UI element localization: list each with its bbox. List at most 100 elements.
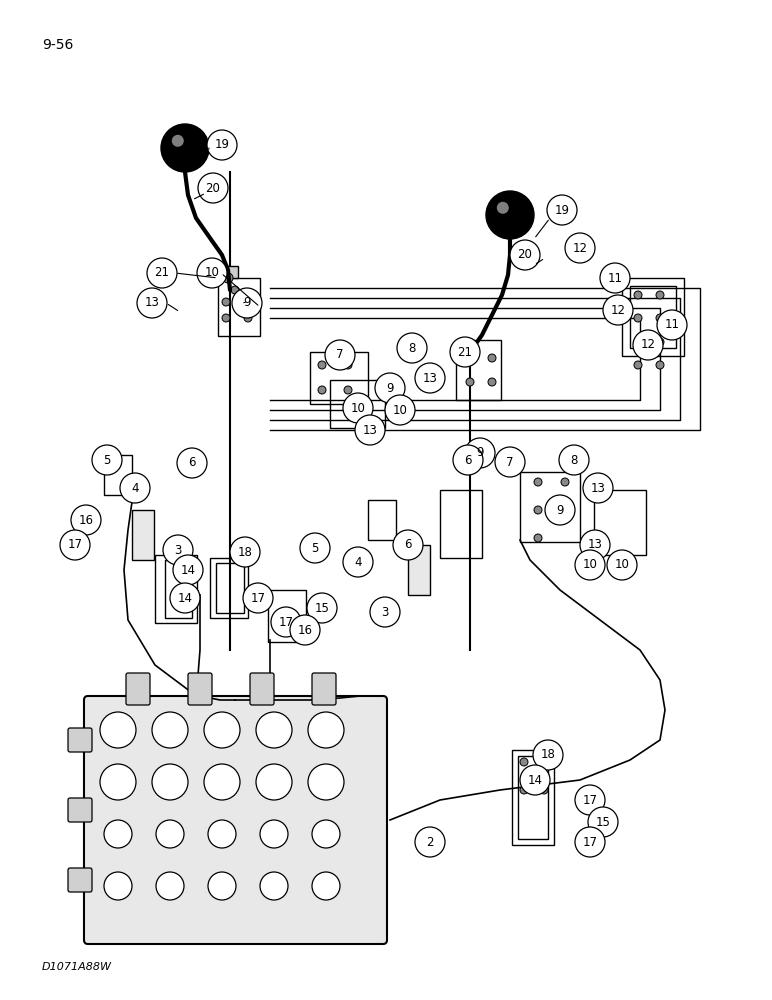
Circle shape [208,872,236,900]
Circle shape [520,786,528,794]
Text: 10: 10 [350,401,365,414]
Circle shape [520,765,550,795]
Circle shape [204,764,240,800]
Text: 10: 10 [205,266,219,279]
Circle shape [256,712,292,748]
Text: 17: 17 [250,591,266,604]
Text: 12: 12 [641,338,655,352]
Text: 8: 8 [571,454,577,466]
Text: 8: 8 [408,342,415,355]
Text: 4: 4 [354,556,362,568]
Circle shape [260,820,288,848]
Circle shape [633,330,663,360]
Circle shape [656,291,664,299]
Circle shape [137,288,167,318]
Circle shape [534,478,542,486]
Circle shape [325,340,355,370]
Text: 19: 19 [554,204,570,217]
Circle shape [634,314,642,322]
Circle shape [486,191,534,239]
Circle shape [231,286,239,294]
Text: D1071A88W: D1071A88W [42,962,112,972]
Circle shape [393,530,423,560]
Circle shape [545,495,575,525]
Circle shape [634,361,642,369]
Text: 9: 9 [557,504,564,516]
Text: 15: 15 [595,816,611,828]
Circle shape [656,338,664,346]
Circle shape [308,764,344,800]
Circle shape [355,415,385,445]
Circle shape [488,354,496,362]
Text: 11: 11 [665,318,679,332]
Circle shape [510,240,540,270]
Circle shape [207,130,237,160]
Circle shape [312,872,340,900]
Circle shape [466,354,474,362]
Circle shape [520,758,528,766]
FancyBboxPatch shape [250,673,274,705]
Circle shape [308,712,344,748]
Circle shape [656,361,664,369]
Circle shape [634,291,642,299]
Text: 6: 6 [405,538,411,552]
Circle shape [607,550,637,580]
Circle shape [300,533,330,563]
Circle shape [260,872,288,900]
Circle shape [318,361,326,369]
Circle shape [161,124,209,172]
Circle shape [565,233,595,263]
Circle shape [223,273,233,283]
Circle shape [173,555,203,585]
Circle shape [230,537,260,567]
Text: 17: 17 [67,538,83,552]
Text: 16: 16 [79,514,93,526]
Text: 9: 9 [386,381,394,394]
Text: 5: 5 [103,454,110,466]
Text: 21: 21 [154,266,170,279]
Circle shape [547,195,577,225]
Circle shape [534,534,542,542]
FancyBboxPatch shape [84,696,387,944]
Circle shape [147,258,177,288]
Circle shape [453,445,483,475]
Circle shape [244,298,252,306]
Text: 13: 13 [422,371,438,384]
Text: 20: 20 [517,248,533,261]
Text: 11: 11 [608,271,622,284]
Circle shape [575,550,605,580]
Circle shape [533,740,563,770]
Text: 2: 2 [426,836,434,848]
Circle shape [466,378,474,386]
Circle shape [415,827,445,857]
Circle shape [600,263,630,293]
Text: 19: 19 [215,138,229,151]
Text: 9-56: 9-56 [42,38,73,52]
FancyBboxPatch shape [68,868,92,892]
Circle shape [244,314,252,322]
Text: 13: 13 [587,538,602,552]
Circle shape [120,473,150,503]
Circle shape [177,448,207,478]
Circle shape [100,712,136,748]
Circle shape [656,314,664,322]
Circle shape [271,607,301,637]
Circle shape [156,872,184,900]
Text: 10: 10 [393,403,408,416]
Text: 18: 18 [238,546,252,558]
Circle shape [344,361,352,369]
FancyBboxPatch shape [68,798,92,822]
Circle shape [559,445,589,475]
Text: 15: 15 [314,601,330,614]
FancyBboxPatch shape [222,266,238,278]
Circle shape [222,298,230,306]
Circle shape [60,530,90,560]
Circle shape [198,173,228,203]
Circle shape [152,712,188,748]
Text: 14: 14 [181,564,195,576]
Text: 13: 13 [363,424,378,436]
Circle shape [385,395,415,425]
Text: 13: 13 [144,296,160,310]
Circle shape [561,478,569,486]
Text: 14: 14 [527,774,543,786]
